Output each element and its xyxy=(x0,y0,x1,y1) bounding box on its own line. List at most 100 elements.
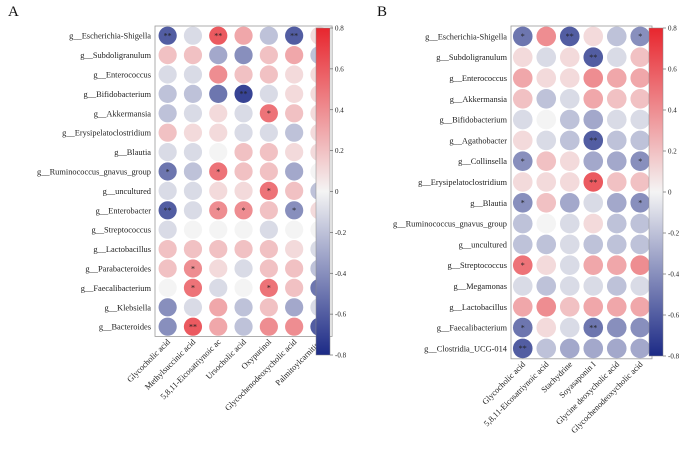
heatmap-cell xyxy=(234,162,253,181)
heatmap-cell xyxy=(158,162,177,181)
heatmap-cell xyxy=(259,162,278,181)
heatmap-cell xyxy=(158,317,177,336)
heatmap-cell xyxy=(536,89,557,109)
heatmap-cell xyxy=(158,84,177,103)
significance-mark: ** xyxy=(589,136,597,145)
heatmap-cell xyxy=(512,297,533,317)
heatmap-cell xyxy=(583,172,604,192)
heatmap-cell xyxy=(606,213,627,234)
significance-mark: * xyxy=(191,284,195,293)
heatmap-cell xyxy=(183,317,203,336)
row-label: g__Agathobacter xyxy=(449,136,507,145)
heatmap-cell xyxy=(259,317,278,336)
panel-letter: A xyxy=(8,4,19,20)
heatmap-cell xyxy=(259,240,278,259)
heatmap-cell xyxy=(559,172,580,192)
heatmap-cell xyxy=(559,68,580,88)
heatmap-cell xyxy=(158,123,177,142)
heatmap-cell xyxy=(606,68,627,88)
row-label: g__Lactobacillus xyxy=(449,303,507,312)
heatmap-cell xyxy=(209,84,228,103)
heatmap-cell xyxy=(158,240,177,259)
heatmap-cell xyxy=(536,297,557,317)
heatmap-cell xyxy=(512,130,533,151)
colorbar xyxy=(315,27,331,356)
heatmap-cell xyxy=(209,162,228,181)
heatmap-cell xyxy=(559,193,580,213)
heatmap-cell xyxy=(536,151,557,171)
significance-mark: * xyxy=(267,187,271,196)
heatmap-cell xyxy=(209,259,228,278)
heatmap-cell xyxy=(512,276,533,296)
heatmap-cell xyxy=(536,68,557,88)
heatmap-cell xyxy=(183,65,203,84)
heatmap-cell xyxy=(285,26,304,45)
heatmap-cell xyxy=(606,26,627,47)
row-label: g__Ruminococcus_gnavus_group xyxy=(37,168,151,177)
heatmap-cell xyxy=(285,240,304,259)
row-label: g__Megamonas xyxy=(454,282,508,291)
heatmap-cell xyxy=(630,213,651,234)
heatmap-cell xyxy=(512,68,533,88)
heatmap-cell xyxy=(536,213,557,234)
heatmap-cell xyxy=(583,47,604,67)
heatmap-cell xyxy=(285,259,304,278)
heatmap-cell xyxy=(559,213,580,234)
significance-mark: * xyxy=(191,264,195,273)
heatmap-cell xyxy=(259,181,278,200)
row-label: g__Blautia xyxy=(470,199,507,208)
heatmap-cell xyxy=(583,234,604,255)
heatmap-cell xyxy=(512,151,533,171)
heatmap-cell xyxy=(583,151,604,171)
heatmap-cell xyxy=(606,338,627,359)
heatmap-cell xyxy=(606,255,627,275)
heatmap-cell xyxy=(606,317,627,338)
heatmap-cell xyxy=(158,201,177,220)
heatmap-cell xyxy=(234,201,253,220)
heatmap-cell xyxy=(630,317,651,338)
heatmap-cell xyxy=(259,84,278,103)
colorbar-tick-label: 0.6 xyxy=(335,65,344,73)
colorbar xyxy=(648,27,664,357)
heatmap-cell xyxy=(158,298,177,317)
heatmap-cell xyxy=(285,84,304,103)
heatmap-cell xyxy=(209,317,228,336)
heatmap-cell xyxy=(285,317,304,336)
heatmap-cell xyxy=(606,109,627,130)
heatmap-cell xyxy=(606,89,627,109)
heatmap-cell xyxy=(209,201,228,220)
heatmap-cell xyxy=(583,213,604,234)
heatmap-cell xyxy=(583,68,604,88)
heatmap-cell xyxy=(630,255,651,275)
heatmap-cell xyxy=(583,130,604,151)
heatmap-cell xyxy=(158,143,177,162)
heatmap-cell xyxy=(606,47,627,67)
row-label: g__Subdoligranulum xyxy=(80,51,151,60)
heatmap-cell xyxy=(583,193,604,213)
heatmap-cell xyxy=(630,193,651,213)
heatmap-cell xyxy=(183,84,203,103)
heatmap-cell xyxy=(606,130,627,151)
heatmap-cell xyxy=(583,109,604,130)
heatmap-cell xyxy=(234,104,253,123)
heatmap-cell xyxy=(209,240,228,259)
heatmap-cell xyxy=(630,68,651,88)
heatmap-cell xyxy=(183,143,203,162)
row-label: g__Erysipelatoclostridium xyxy=(62,129,151,138)
row-label: g__Streptococcus xyxy=(91,226,151,235)
significance-mark: * xyxy=(521,199,525,208)
heatmap-cell xyxy=(536,47,557,67)
row-label: g__Enterococcus xyxy=(449,74,507,83)
heatmap-cell xyxy=(512,317,533,338)
heatmap-cell xyxy=(536,234,557,255)
row-label: g__Collinsella xyxy=(458,157,507,166)
colorbar-tick-label: -0.6 xyxy=(668,312,680,320)
row-label: g__uncultured xyxy=(103,187,152,196)
significance-mark: * xyxy=(292,206,296,215)
heatmap-cell xyxy=(259,220,278,239)
heatmap-cell xyxy=(259,65,278,84)
heatmap-cell xyxy=(158,26,177,45)
significance-mark: ** xyxy=(240,90,248,99)
significance-mark: ** xyxy=(519,344,527,353)
